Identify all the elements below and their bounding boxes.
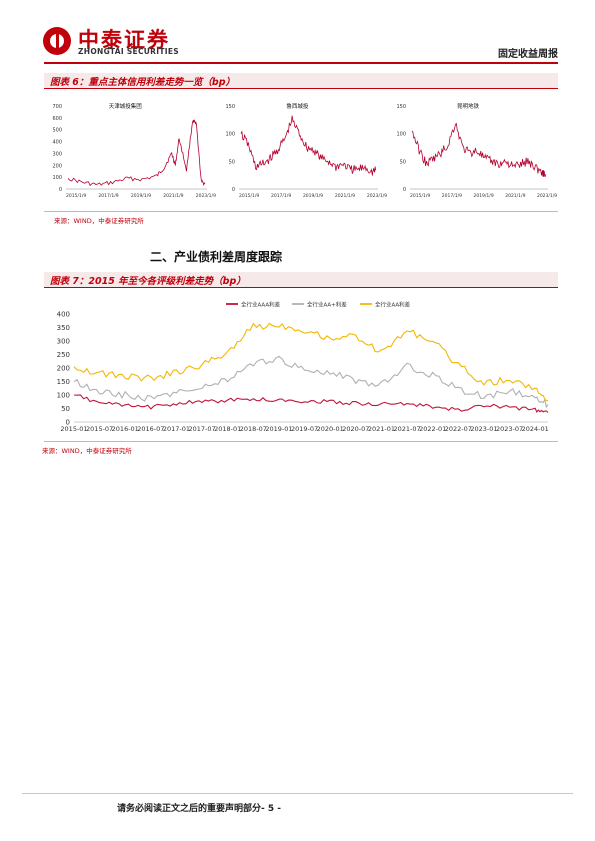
y-tick-label: 0 bbox=[59, 187, 62, 193]
footer-divider bbox=[22, 793, 573, 794]
y-tick-label: 100 bbox=[225, 132, 235, 138]
x-tick-label: 2020-07 bbox=[342, 425, 369, 433]
figure6-source-rule bbox=[44, 211, 558, 212]
figure7-title: 图表 7：2015 年至今各评级利差走势（bp） bbox=[50, 276, 246, 287]
figure6-title: 图表 6：重点主体信用利差走势一览（bp） bbox=[50, 77, 236, 88]
figure6-panel-1: 700 600 500 400 300 200 100 0 2015/1/9 2017/1/9 20… bbox=[52, 102, 216, 199]
y-tick-label: 200 bbox=[52, 163, 62, 169]
x-tick-label: 2019-07 bbox=[291, 425, 318, 433]
x-tick-label: 2023-01 bbox=[470, 425, 497, 433]
series-line-aa bbox=[73, 322, 549, 402]
figure6-panel-2: 150 100 50 0 2015/1/9 2017/1/9 2019/1/9 2021/1/… bbox=[225, 102, 387, 199]
footer-note: 请务必阅读正文之后的重要声明部分- 5 - bbox=[117, 801, 281, 814]
x-tick-label: 2024-01 bbox=[522, 425, 549, 433]
x-tick-label: 2023/1/9 bbox=[537, 193, 557, 199]
x-tick-label: 2015/1/9 bbox=[239, 193, 259, 199]
series-line bbox=[411, 122, 547, 177]
brand-name-en: ZHONGTAI SECURITIES bbox=[78, 47, 179, 56]
x-tick-label: 2018-01 bbox=[214, 425, 241, 433]
x-tick-label: 2015-01 bbox=[60, 425, 87, 433]
series-line bbox=[240, 115, 377, 176]
x-tick-label: 2016-07 bbox=[137, 425, 164, 433]
x-tick-label: 2017/1/9 bbox=[442, 193, 462, 199]
x-tick-label: 2023/1/9 bbox=[196, 193, 216, 199]
figure7-title-bar: 图表 7：2015 年至今各评级利差走势（bp） bbox=[44, 272, 558, 288]
y-tick-label: 600 bbox=[52, 116, 62, 122]
footer-disclaimer: 请务必阅读正文之后的重要声明部分 bbox=[117, 804, 262, 814]
x-tick-label: 2023-07 bbox=[496, 425, 523, 433]
legend-label: 全行业AAA利差 bbox=[241, 301, 281, 309]
series-line-aa-plus bbox=[73, 355, 549, 409]
brand-name-cn: 中泰证券 bbox=[78, 28, 170, 52]
panel-title: 天津城投集团 bbox=[109, 102, 143, 110]
x-tick-label: 2019/1/9 bbox=[303, 193, 323, 199]
y-tick-label: 350 bbox=[57, 324, 70, 332]
y-tick-label: 400 bbox=[57, 311, 70, 319]
x-tick-label: 2019-01 bbox=[265, 425, 292, 433]
y-tick-label: 150 bbox=[57, 378, 70, 386]
y-tick-label: 50 bbox=[400, 159, 406, 165]
x-tick-label: 2019/1/9 bbox=[131, 193, 151, 199]
y-tick-label: 100 bbox=[57, 392, 70, 400]
x-tick-label: 2017-07 bbox=[189, 425, 216, 433]
report-type-label: 固定收益周报 bbox=[498, 49, 558, 60]
figure6-panel-3: 150 100 50 0 2015/1/9 2017/1/9 2019/1/9 2021/1/… bbox=[396, 102, 557, 199]
x-tick-label: 2021-01 bbox=[368, 425, 395, 433]
page-number: - 5 - bbox=[261, 804, 282, 814]
x-tick-label: 2017/1/9 bbox=[271, 193, 291, 199]
figure6-source: 来源：WIND，中泰证券研究所 bbox=[54, 217, 144, 225]
figure6-title-bar: 图表 6：重点主体信用利差走势一览（bp） bbox=[44, 73, 558, 89]
x-tick-label: 2022-01 bbox=[419, 425, 446, 433]
x-tick-label: 2015/1/9 bbox=[410, 193, 430, 199]
panel-title: 昆明地铁 bbox=[457, 102, 480, 110]
x-tick-label: 2020-01 bbox=[317, 425, 344, 433]
x-tick-label: 2017-01 bbox=[163, 425, 190, 433]
y-tick-label: 50 bbox=[229, 159, 235, 165]
x-tick-label: 2021/1/9 bbox=[163, 193, 183, 199]
series-line-aaa bbox=[73, 394, 549, 414]
y-tick-label: 150 bbox=[225, 104, 235, 110]
y-tick-label: 300 bbox=[52, 151, 62, 157]
x-tick-label: 2017/1/9 bbox=[98, 193, 118, 199]
y-tick-label: 200 bbox=[57, 365, 70, 373]
figure7-source: 来源：WIND，中泰证券研究所 bbox=[42, 447, 132, 455]
y-tick-label: 100 bbox=[396, 132, 406, 138]
x-tick-label: 2022-07 bbox=[445, 425, 472, 433]
figure7-chart: 4003503002502001501005002015-012015-0720… bbox=[57, 301, 549, 434]
x-tick-label: 2015/1/9 bbox=[66, 193, 86, 199]
x-tick-label: 2021-07 bbox=[393, 425, 420, 433]
series-line bbox=[67, 119, 206, 187]
x-tick-label: 2019/1/9 bbox=[473, 193, 493, 199]
y-tick-label: 700 bbox=[52, 104, 62, 110]
y-tick-label: 400 bbox=[52, 140, 62, 146]
y-tick-label: 250 bbox=[57, 351, 70, 359]
x-tick-label: 2018-07 bbox=[240, 425, 267, 433]
x-tick-label: 2021/1/9 bbox=[505, 193, 525, 199]
legend-label: 全行业AA+利差 bbox=[307, 301, 347, 309]
x-tick-label: 2021/1/9 bbox=[335, 193, 355, 199]
y-tick-label: 300 bbox=[57, 338, 70, 346]
y-tick-label: 0 bbox=[66, 419, 70, 427]
x-tick-label: 2016-01 bbox=[112, 425, 139, 433]
section-heading: 二、产业债利差周度跟踪 bbox=[150, 250, 283, 264]
y-tick-label: 0 bbox=[232, 187, 235, 193]
legend-label: 全行业AA利差 bbox=[375, 301, 411, 309]
panel-title: 鲁西城投 bbox=[286, 102, 309, 110]
y-tick-label: 100 bbox=[52, 175, 62, 181]
y-tick-label: 150 bbox=[396, 104, 406, 110]
header-divider bbox=[44, 62, 558, 64]
x-tick-label: 2023/1/9 bbox=[367, 193, 387, 199]
y-tick-label: 0 bbox=[403, 187, 406, 193]
y-tick-label: 50 bbox=[61, 405, 70, 413]
y-tick-label: 500 bbox=[52, 128, 62, 134]
company-logo-icon bbox=[43, 27, 71, 55]
figure7-source-rule bbox=[44, 441, 558, 442]
x-tick-label: 2015-07 bbox=[86, 425, 113, 433]
